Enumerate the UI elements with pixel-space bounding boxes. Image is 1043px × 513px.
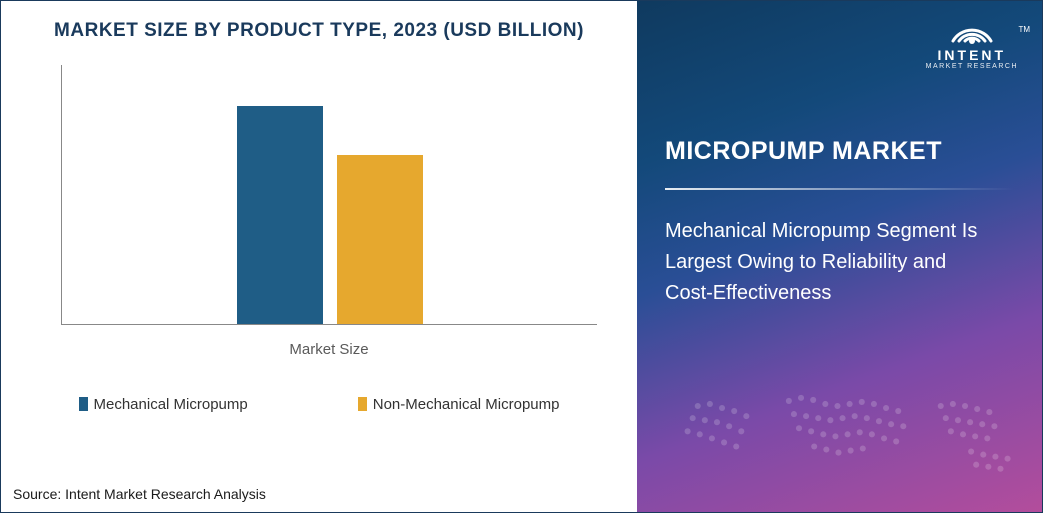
- chart-title: MARKET SIZE BY PRODUCT TYPE, 2023 (USD B…: [11, 19, 627, 43]
- info-panel-title: MICROPUMP MARKET: [665, 137, 1014, 166]
- chart-plot-area: [61, 65, 597, 325]
- bar-non-mechanical-micropump: [337, 155, 423, 323]
- legend-label-mechanical: Mechanical Micropump: [94, 396, 248, 413]
- info-panel-divider: [665, 188, 1014, 190]
- source-attribution: Source: Intent Market Research Analysis: [13, 486, 266, 502]
- bar-mechanical-micropump: [237, 106, 323, 324]
- legend-swatch-non-mechanical: [358, 397, 367, 411]
- chart-x-axis-label: Market Size: [61, 341, 597, 358]
- chart-legend: Mechanical Micropump Non-Mechanical Micr…: [11, 396, 627, 413]
- legend-item-mechanical: Mechanical Micropump: [79, 396, 248, 413]
- info-panel: INTENT MARKET RESEARCH TM MICROPUMP MARK…: [637, 1, 1042, 512]
- brand-logo-subtext: MARKET RESEARCH: [926, 63, 1018, 70]
- brand-logo-tm: TM: [1018, 25, 1030, 34]
- legend-item-non-mechanical: Non-Mechanical Micropump: [358, 396, 560, 413]
- chart-panel: MARKET SIZE BY PRODUCT TYPE, 2023 (USD B…: [1, 1, 637, 512]
- legend-label-non-mechanical: Non-Mechanical Micropump: [373, 396, 560, 413]
- infographic-container: MARKET SIZE BY PRODUCT TYPE, 2023 (USD B…: [0, 0, 1043, 513]
- legend-swatch-mechanical: [79, 397, 88, 411]
- brand-logo-text: INTENT: [926, 47, 1018, 63]
- wifi-arcs-icon: [949, 15, 995, 45]
- info-panel-description: Mechanical Micropump Segment Is Largest …: [665, 216, 995, 309]
- brand-logo: INTENT MARKET RESEARCH TM: [926, 15, 1018, 70]
- chart-bars-group: [62, 65, 597, 324]
